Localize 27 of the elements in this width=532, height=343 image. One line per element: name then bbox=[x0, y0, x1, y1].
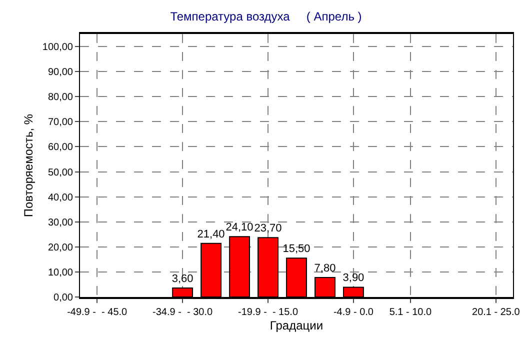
y-tick-label: 30,00 bbox=[48, 217, 74, 228]
x-tick-label: -19.9 - - 15.0 bbox=[238, 307, 298, 318]
data-label: 24,10 bbox=[226, 222, 254, 234]
x-tick-label: 20.1 - 25.0 bbox=[472, 307, 520, 318]
x-axis-title: Градации bbox=[270, 318, 324, 332]
data-label: 3,60 bbox=[172, 272, 194, 285]
x-tick-label: -4.9 - 0.0 bbox=[333, 307, 374, 318]
x-tick-label: 5.1 - 10.0 bbox=[389, 307, 432, 318]
y-tick-label: 90,00 bbox=[48, 67, 74, 78]
data-label: 21,40 bbox=[197, 228, 225, 240]
x-tick-label: -34.9 - - 30.0 bbox=[152, 307, 213, 318]
chart-title: Температура воздуха ( Апрель ) bbox=[170, 9, 362, 24]
y-axis-title: Повторяемость, % bbox=[22, 114, 36, 218]
y-tick-label: 80,00 bbox=[48, 92, 74, 104]
data-label: 15,50 bbox=[282, 243, 310, 256]
y-tick-label: 40,00 bbox=[48, 192, 74, 204]
data-label: 3,90 bbox=[342, 272, 364, 284]
y-tick-label: 20,00 bbox=[48, 242, 74, 254]
y-tick-label: 50,00 bbox=[48, 167, 74, 178]
y-tick-label: 60,00 bbox=[48, 142, 74, 154]
y-tick-label: 10,00 bbox=[48, 267, 74, 278]
data-label: 7,80 bbox=[314, 262, 336, 274]
x-tick-label: -49.9 - - 45.0 bbox=[67, 307, 128, 318]
y-tick-label: 0,00 bbox=[54, 292, 74, 304]
y-tick-label: 100,00 bbox=[42, 42, 74, 54]
y-tick-label: 70,00 bbox=[48, 117, 74, 128]
data-label: 23,70 bbox=[254, 222, 282, 235]
